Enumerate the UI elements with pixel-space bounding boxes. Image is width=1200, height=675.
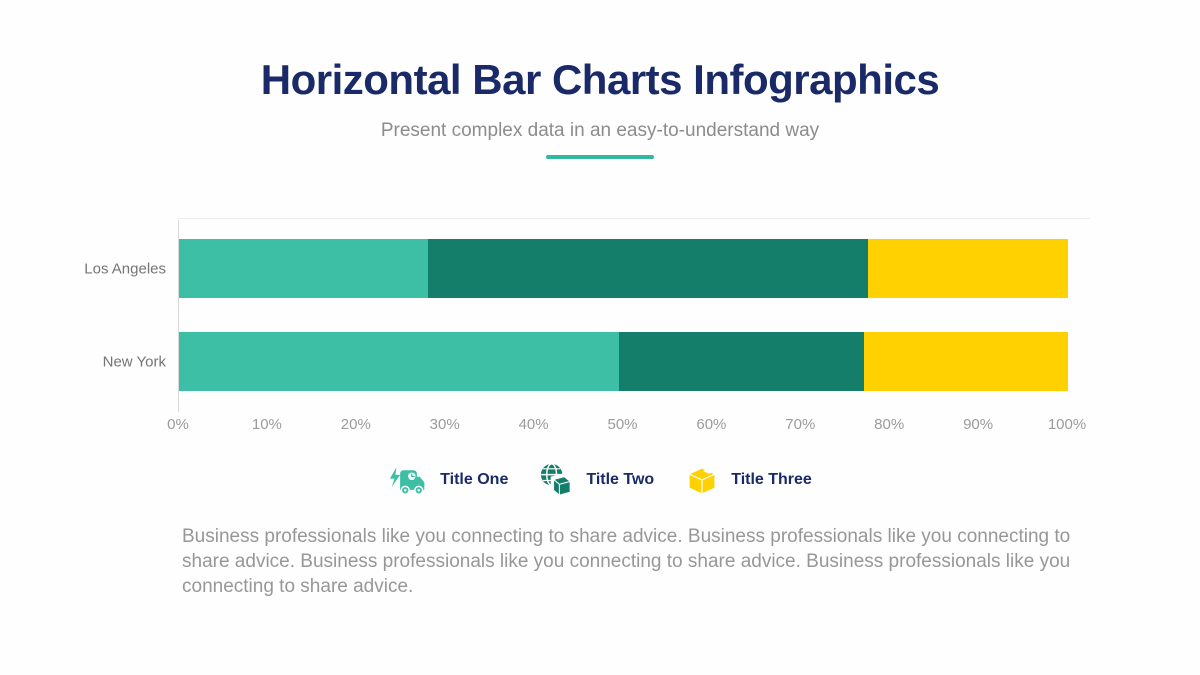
legend-item-title-one: Title One (388, 464, 508, 497)
x-tick-label: 80% (874, 416, 905, 433)
chart-legend: Title One Title Two (0, 458, 1200, 502)
x-tick-label: 0% (167, 416, 189, 433)
x-tick-label: 10% (251, 416, 282, 433)
category-label: New York (102, 353, 166, 370)
x-axis-tick-labels: 0% 10% 20% 30% 40% 50% 60% 70% 80% 90% 100% (167, 416, 1086, 436)
page-title: Horizontal Bar Charts Infographics (260, 56, 940, 103)
legend-item-title-two: Title Two (538, 462, 654, 499)
legend-label: Title One (440, 471, 509, 488)
x-tick-label: 100% (1047, 416, 1087, 433)
x-tick-label: 60% (696, 416, 727, 433)
x-tick-label: 70% (785, 416, 816, 433)
bar-segment-title-one (179, 239, 428, 298)
y-axis-line (178, 220, 179, 412)
stacked-bar-los-angeles (179, 239, 1068, 298)
globe-package-icon (538, 462, 575, 499)
x-tick-label: 90% (963, 416, 994, 433)
legend-label: Title Three (731, 471, 812, 488)
delivery-truck-icon (388, 464, 429, 497)
bar-segment-title-two (427, 239, 868, 298)
category-label: Los Angeles (84, 260, 166, 277)
bar-row-new-york: New York (0, 332, 1200, 391)
bar-segment-title-one (179, 332, 620, 391)
x-tick-label: 40% (518, 416, 549, 433)
package-box-icon (684, 462, 720, 498)
accent-divider (546, 155, 654, 159)
legend-item-title-three: Title Three (684, 462, 812, 498)
bar-segment-title-three (867, 239, 1068, 298)
bar-segment-title-two (619, 332, 864, 391)
stacked-bar-new-york (179, 332, 1068, 391)
description-paragraph: Business professionals like you connecti… (182, 526, 1071, 597)
bar-segment-title-three (863, 332, 1068, 391)
page-subtitle: Present complex data in an easy-to-under… (380, 120, 820, 141)
legend-label: Title Two (586, 471, 655, 488)
x-tick-label: 50% (607, 416, 638, 433)
x-tick-label: 30% (429, 416, 460, 433)
plot-top-gridline (178, 218, 1090, 219)
x-tick-label: 20% (340, 416, 371, 433)
bar-row-los-angeles: Los Angeles (0, 239, 1200, 298)
